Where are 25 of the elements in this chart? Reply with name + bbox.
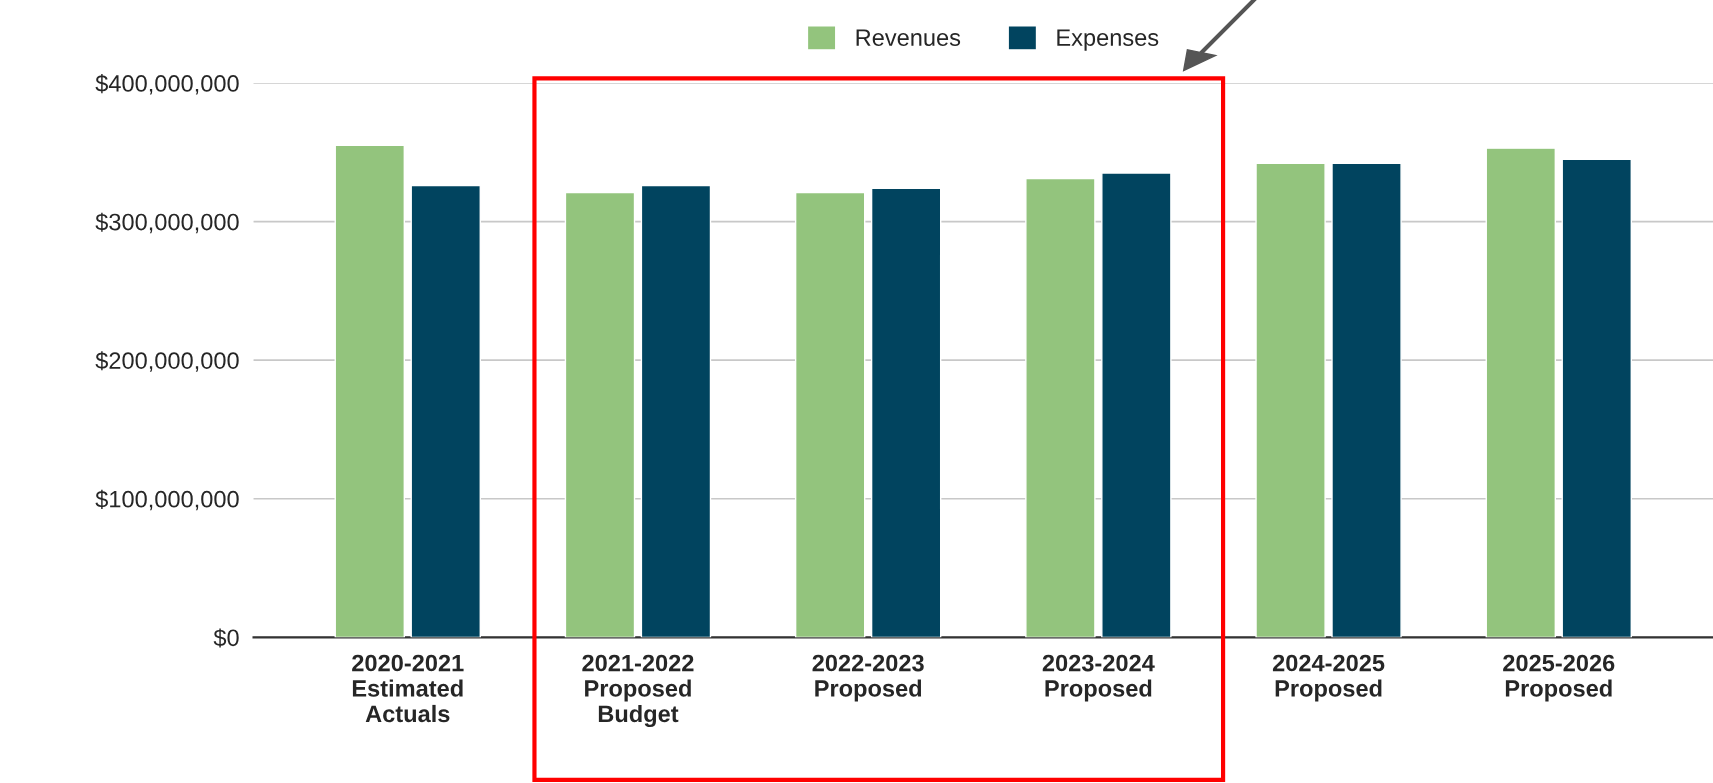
bar bbox=[1485, 147, 1557, 638]
bar bbox=[794, 191, 866, 638]
bar bbox=[564, 191, 636, 638]
x-tick-label: 2022-2023 Proposed bbox=[812, 654, 924, 702]
bar bbox=[1561, 158, 1632, 638]
y-tick-label: $0 bbox=[213, 628, 239, 648]
bar bbox=[334, 144, 406, 638]
bar bbox=[1255, 162, 1326, 638]
legend-label: Revenues bbox=[856, 29, 961, 46]
x-tick-label: 2023-2024 Proposed bbox=[1042, 654, 1155, 702]
bar bbox=[870, 187, 942, 638]
bar bbox=[1101, 172, 1172, 638]
bar bbox=[640, 184, 712, 638]
x-tick-label: 2025-2026 Proposed bbox=[1503, 654, 1615, 702]
x-tick-label: 2021-2022 Proposed Budget bbox=[582, 654, 694, 728]
bar bbox=[410, 184, 481, 638]
y-tick-label: $400,000,000 bbox=[95, 74, 239, 95]
bar bbox=[1025, 177, 1096, 638]
y-tick-label: $100,000,000 bbox=[95, 489, 239, 511]
x-tick-label: 2024-2025 Proposed bbox=[1272, 654, 1385, 702]
legend-label: Expenses bbox=[1057, 29, 1159, 51]
y-tick-label: $200,000,000 bbox=[95, 351, 239, 372]
x-tick-label: 2020-2021 Estimated Actuals bbox=[352, 654, 464, 723]
bar bbox=[1331, 162, 1402, 638]
y-tick-label: $300,000,000 bbox=[95, 212, 239, 234]
